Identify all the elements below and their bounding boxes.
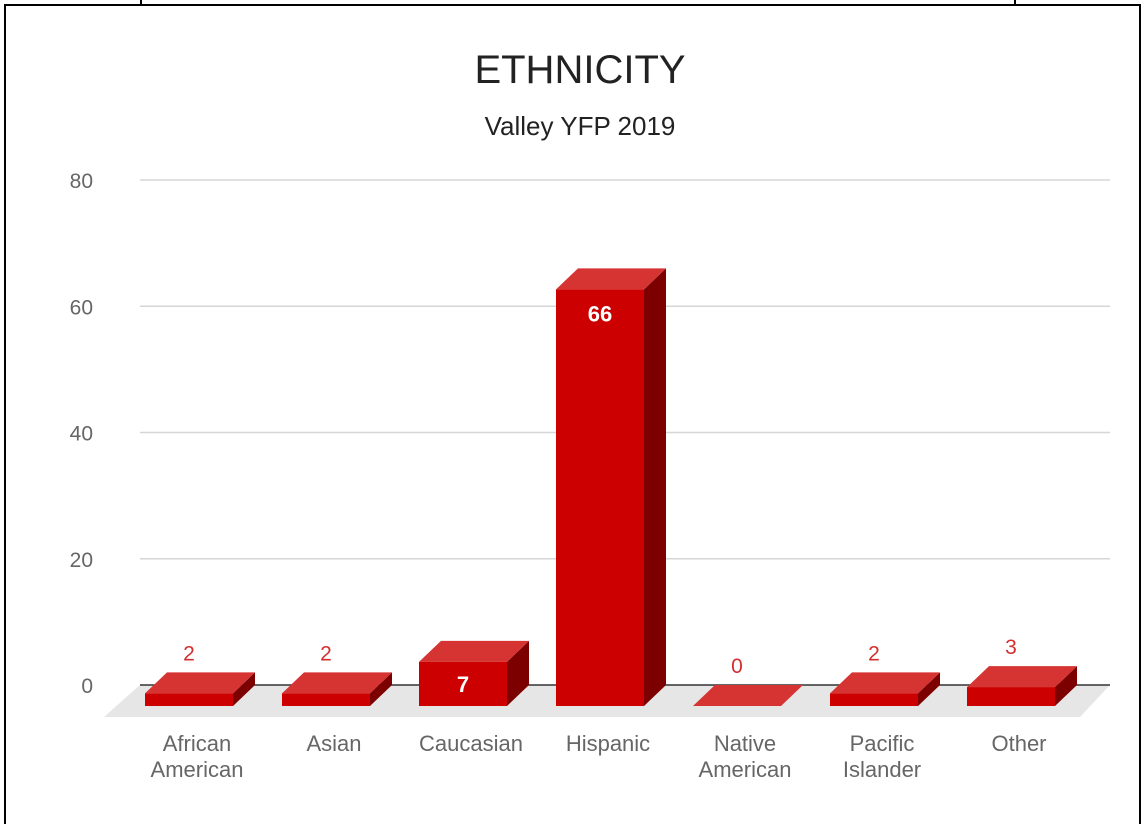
x-tick-label: Pacific [850, 731, 915, 756]
x-tick-label: Caucasian [419, 731, 523, 756]
chart-title: ETHNICITY [474, 48, 685, 92]
bar-front [145, 693, 233, 706]
bar-front [282, 693, 370, 706]
data-label: 66 [588, 301, 612, 326]
bar [693, 685, 803, 706]
y-tick-label: 80 [70, 170, 93, 193]
bar-top [419, 640, 529, 662]
chart-subtitle: Valley YFP 2019 [485, 111, 676, 141]
data-label: 2 [183, 642, 195, 665]
x-tick-label: Hispanic [566, 731, 650, 756]
bar [830, 672, 940, 706]
bar [967, 666, 1077, 706]
data-label: 2 [868, 642, 880, 665]
bar-side [1055, 666, 1077, 706]
bar-top [145, 672, 255, 694]
bar-side [507, 640, 529, 706]
bar-front [967, 687, 1055, 706]
bar-top [556, 268, 666, 290]
y-tick-label: 40 [70, 423, 93, 446]
data-label: 2 [320, 642, 332, 665]
bar-front [419, 661, 507, 706]
bar-side [370, 672, 392, 706]
bar [419, 640, 529, 706]
bar [282, 672, 392, 706]
bar-side [233, 672, 255, 706]
y-tick-label: 60 [70, 296, 93, 319]
bar-top [967, 666, 1077, 688]
data-label: 0 [731, 655, 743, 678]
bar-side [644, 268, 666, 706]
bar [556, 268, 666, 706]
x-tick-label: American [699, 757, 792, 782]
x-tick-label: Asian [306, 731, 361, 756]
bar-top [693, 685, 803, 706]
y-tick-label: 20 [70, 549, 93, 572]
bar-top [282, 672, 392, 694]
y-tick-label: 0 [81, 675, 93, 698]
bar-side [918, 672, 940, 706]
x-tick-label: Native [714, 731, 776, 756]
x-tick-label: Other [991, 731, 1046, 756]
bar-top [830, 672, 940, 694]
bar [145, 672, 255, 706]
x-tick-label: African [163, 731, 231, 756]
data-label: 7 [457, 672, 469, 697]
bar-front [556, 289, 644, 706]
x-tick-label: Islander [843, 757, 921, 782]
bar-front [830, 693, 918, 706]
x-tick-label: American [151, 757, 244, 782]
data-label: 3 [1005, 636, 1017, 659]
